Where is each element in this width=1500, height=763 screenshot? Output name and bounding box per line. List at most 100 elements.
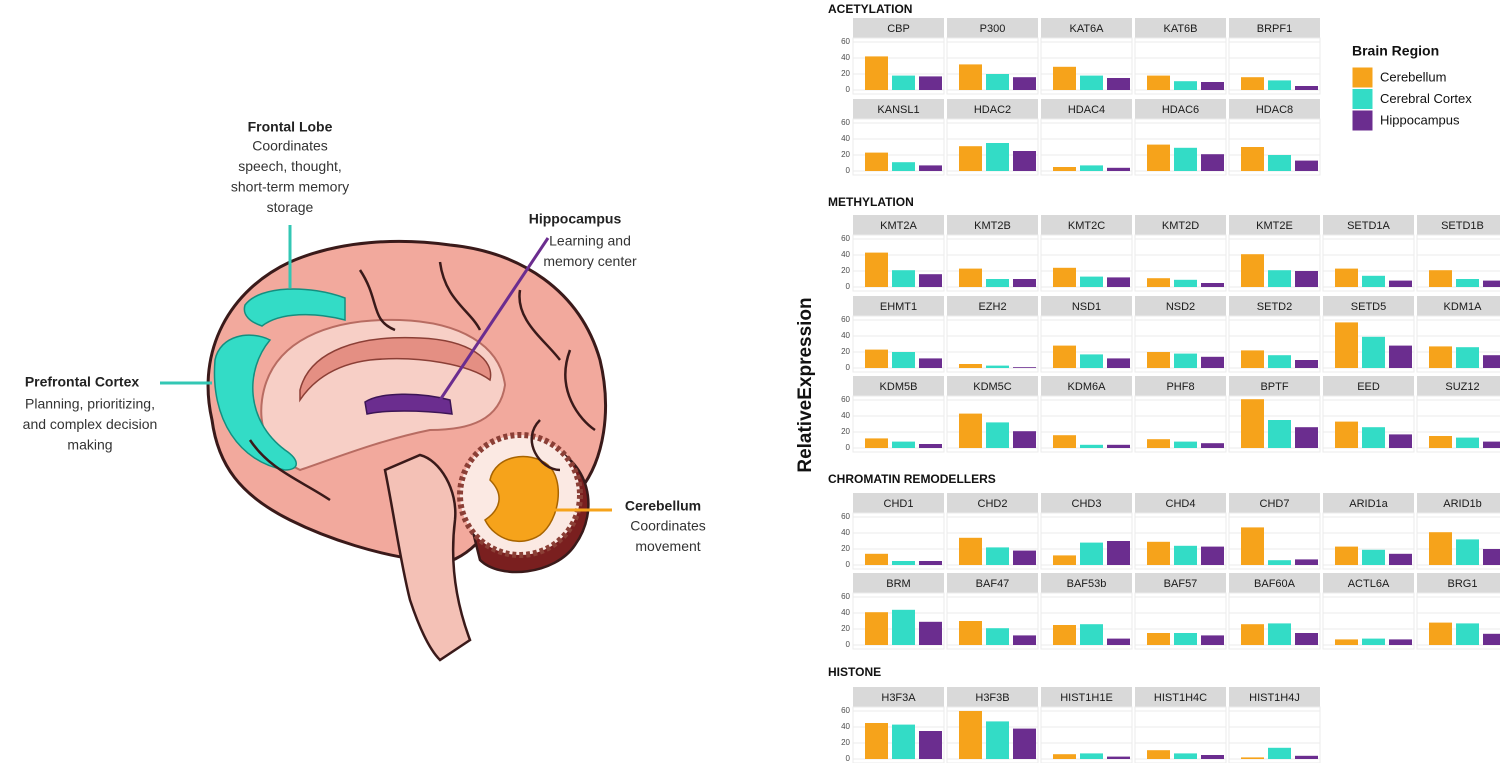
label-title: Cerebellum: [625, 498, 701, 514]
panel-title: BRG1: [1448, 578, 1478, 590]
panel-header: [853, 215, 944, 235]
legend-title: Brain Region: [1352, 43, 1439, 59]
panel-header: [947, 573, 1038, 593]
label-title: Frontal Lobe: [248, 119, 333, 135]
y-tick-label: 20: [841, 266, 850, 275]
bar: [1456, 279, 1479, 287]
y-tick-label: 60: [841, 706, 850, 715]
panel-header: [1323, 215, 1414, 235]
y-tick-label: 40: [841, 608, 850, 617]
bar: [1241, 399, 1264, 448]
panel-title: HDAC2: [974, 104, 1011, 116]
y-tick-label: 20: [841, 544, 850, 553]
y-tick-label: 60: [841, 118, 850, 127]
bar: [1268, 270, 1291, 287]
panel-title: ARID1a: [1349, 498, 1388, 510]
bar: [1389, 434, 1412, 448]
y-tick-label: 60: [841, 512, 850, 521]
bar: [1147, 278, 1170, 287]
panel-header: [1041, 99, 1132, 119]
bar: [1241, 147, 1264, 171]
bar: [1013, 728, 1036, 759]
panel-header: [853, 296, 944, 316]
bar: [1362, 638, 1385, 645]
panel-title: HIST1H4C: [1154, 692, 1207, 704]
panel-title: BPTF: [1260, 381, 1288, 393]
bar: [1335, 639, 1358, 645]
y-tick-label: 20: [841, 624, 850, 633]
panel-title: KMT2D: [1162, 220, 1199, 232]
bar: [1107, 277, 1130, 287]
bar: [1201, 283, 1224, 287]
y-tick-label: 0: [846, 560, 851, 569]
bar: [1174, 633, 1197, 645]
label-title: Prefrontal Cortex: [25, 374, 140, 390]
bar: [1201, 82, 1224, 90]
bar: [1013, 367, 1036, 368]
panel-title: ACTL6A: [1348, 578, 1390, 590]
panel-title: BAF60A: [1254, 578, 1296, 590]
label-line: speech, thought,: [238, 158, 342, 174]
y-tick-label: 0: [846, 166, 851, 175]
panel-header: [1041, 493, 1132, 513]
bar: [1241, 757, 1264, 759]
bar: [1053, 267, 1076, 287]
panel-title: KDM6A: [1068, 381, 1107, 393]
bar: [1053, 167, 1076, 171]
bar: [1080, 354, 1103, 368]
bar: [865, 438, 888, 448]
bar: [1013, 431, 1036, 448]
panel-header: [1229, 573, 1320, 593]
bar: [1053, 754, 1076, 759]
bar: [1174, 353, 1197, 368]
bar: [986, 547, 1009, 565]
bar: [1147, 750, 1170, 759]
panel-header: [1135, 99, 1226, 119]
panel-title: H3F3A: [881, 692, 916, 704]
bar: [1080, 542, 1103, 565]
bar: [1335, 421, 1358, 448]
bar: [986, 143, 1009, 171]
bar: [959, 364, 982, 368]
panel-title: NSD2: [1166, 301, 1195, 313]
bar: [1429, 270, 1452, 287]
panel-title: BAF57: [1164, 578, 1198, 590]
bar: [1483, 549, 1500, 565]
bar: [1053, 66, 1076, 90]
bar: [1241, 624, 1264, 645]
panel-header: [947, 215, 1038, 235]
bar: [1456, 437, 1479, 448]
bar: [892, 724, 915, 759]
panel-header: [1229, 18, 1320, 38]
panel-title: PHF8: [1166, 381, 1194, 393]
bar: [959, 268, 982, 287]
y-tick-label: 40: [841, 331, 850, 340]
y-tick-label: 40: [841, 528, 850, 537]
brain-illustration: Frontal Lobe Prefrontal Cortex Hippocamp…: [25, 119, 701, 662]
bar: [1107, 756, 1130, 759]
bar: [1483, 441, 1500, 448]
bar: [1013, 635, 1036, 645]
y-tick-label: 20: [841, 427, 850, 436]
bar: [1483, 633, 1500, 645]
bar: [1295, 559, 1318, 565]
panel-header: [853, 18, 944, 38]
bar: [865, 152, 888, 171]
bar: [1147, 541, 1170, 565]
bar: [1241, 77, 1264, 90]
y-axis-label: RelativeExpression: [795, 297, 816, 472]
panel-header: [947, 687, 1038, 707]
panel-title: SETD5: [1351, 301, 1386, 313]
y-tick-label: 20: [841, 69, 850, 78]
y-tick-label: 0: [846, 754, 851, 763]
panel-header: [947, 99, 1038, 119]
bar: [1147, 352, 1170, 368]
panel-title: CHD1: [884, 498, 914, 510]
hippocampus-region: [364, 393, 453, 415]
y-tick-label: 0: [846, 640, 851, 649]
panel-title: P300: [980, 23, 1006, 35]
panel-title: EZH2: [978, 301, 1006, 313]
panel-header: [1229, 493, 1320, 513]
panel-title: HIST1H1E: [1060, 692, 1113, 704]
